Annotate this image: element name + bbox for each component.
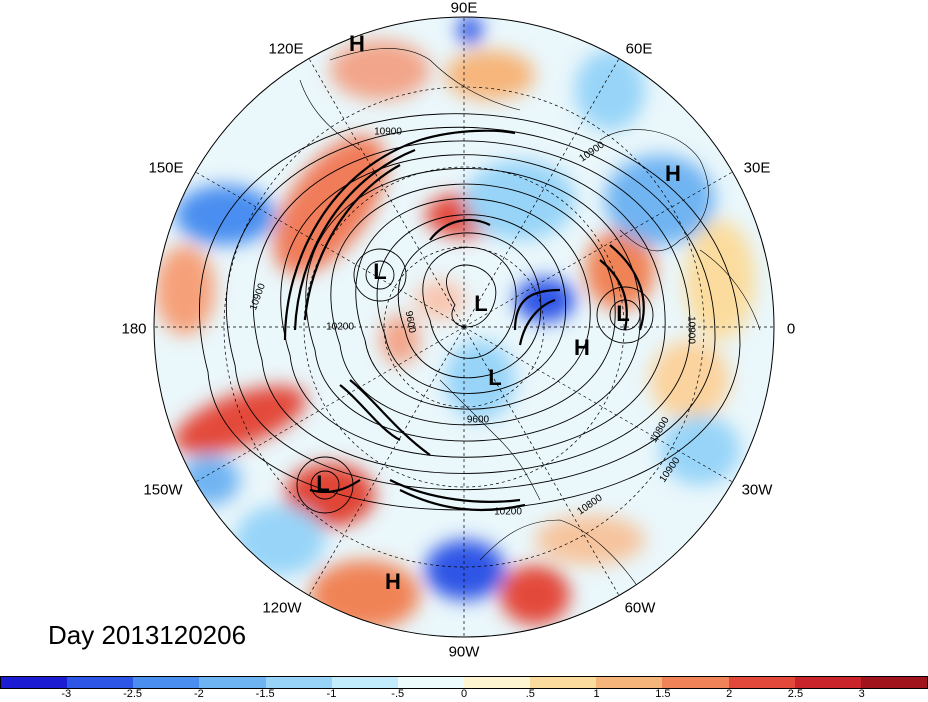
colorbar-swatch [728, 677, 795, 688]
colorbar-tick-label: 0 [460, 688, 468, 700]
low-pressure-center: L [316, 471, 330, 496]
lon-label-90e: 90E [450, 0, 478, 17]
colorbar-swatch [133, 677, 200, 688]
colorbar-tick-label: -3 [61, 688, 72, 700]
colorbar-tick-label: 3 [858, 688, 865, 700]
meridian-line [195, 171, 465, 328]
high-pressure-center: H [665, 161, 681, 186]
colorbar-tick-label: 2 [726, 688, 733, 700]
contour-label: 9600 [466, 414, 490, 426]
high-pressure-center: H [385, 569, 401, 594]
colorbar-swatch [860, 677, 927, 688]
lon-label-0: 0 [786, 320, 796, 338]
contour-label: 10200 [326, 321, 354, 333]
low-pressure-center: L [373, 259, 387, 284]
colorbar-swatch [199, 677, 266, 688]
colorbar-tick-label: 2.5 [787, 688, 804, 700]
lon-label-60w: 60W [624, 599, 656, 617]
low-pressure-center: L [616, 301, 630, 326]
polar-map [153, 16, 775, 638]
colorbar-tick-label: -2 [193, 688, 204, 700]
lon-label-120w: 120W [262, 599, 302, 617]
colorbar-tick-label: -1.5 [255, 688, 275, 700]
meridians [154, 17, 774, 637]
high-pressure-center: H [349, 31, 365, 56]
colorbar-swatch [265, 677, 332, 688]
colorbar-swatch [331, 677, 398, 688]
colorbar-tick-label: 1.5 [655, 688, 671, 700]
lon-label-90w: 90W [448, 643, 480, 661]
lon-label-30e: 30E [743, 159, 771, 177]
meridian-line [308, 58, 465, 328]
high-pressure-center: H [574, 335, 590, 360]
meridian-line [463, 326, 620, 596]
meridian-line [463, 171, 733, 328]
lon-label-150e: 150E [148, 159, 184, 177]
colorbar-tick-label: -2.5 [123, 688, 143, 700]
lon-label-120e: 120E [268, 40, 304, 58]
colorbar-tick-label: -.5 [391, 688, 405, 700]
meridian-line [195, 326, 465, 483]
colorbar-tick-label: -1 [326, 688, 337, 700]
colorbar-tick-label: .5 [525, 688, 535, 700]
geopotential-contours [199, 113, 741, 514]
jet-streaks [283, 129, 645, 512]
colorbar-swatch [662, 677, 729, 688]
meridian-line [463, 326, 733, 483]
lon-label-180: 180 [121, 320, 147, 338]
colorbar-swatch [1, 677, 68, 688]
colorbar-swatch [67, 677, 134, 688]
low-pressure-center: L [488, 365, 502, 390]
colorbar [0, 676, 928, 689]
colorbar-swatch [596, 677, 663, 688]
colorbar-swatch [463, 677, 531, 688]
colorbar-swatch [397, 677, 464, 688]
contour-label: 10900 [374, 126, 402, 138]
contour-label: 10900 [685, 316, 697, 344]
meridian-line [463, 58, 620, 328]
low-pressure-center: L [474, 291, 488, 316]
date-label: Day 2013120206 [48, 620, 247, 650]
contour-label: 10200 [494, 506, 522, 518]
colorbar-tick-label: 1 [593, 688, 600, 700]
lon-label-60e: 60E [625, 40, 653, 58]
lon-label-30w: 30W [741, 481, 773, 499]
coastlines [299, 48, 761, 591]
lon-label-150w: 150W [143, 481, 183, 499]
colorbar-swatch [530, 677, 597, 688]
meridian-line [308, 326, 465, 596]
colorbar-swatch [794, 677, 861, 688]
